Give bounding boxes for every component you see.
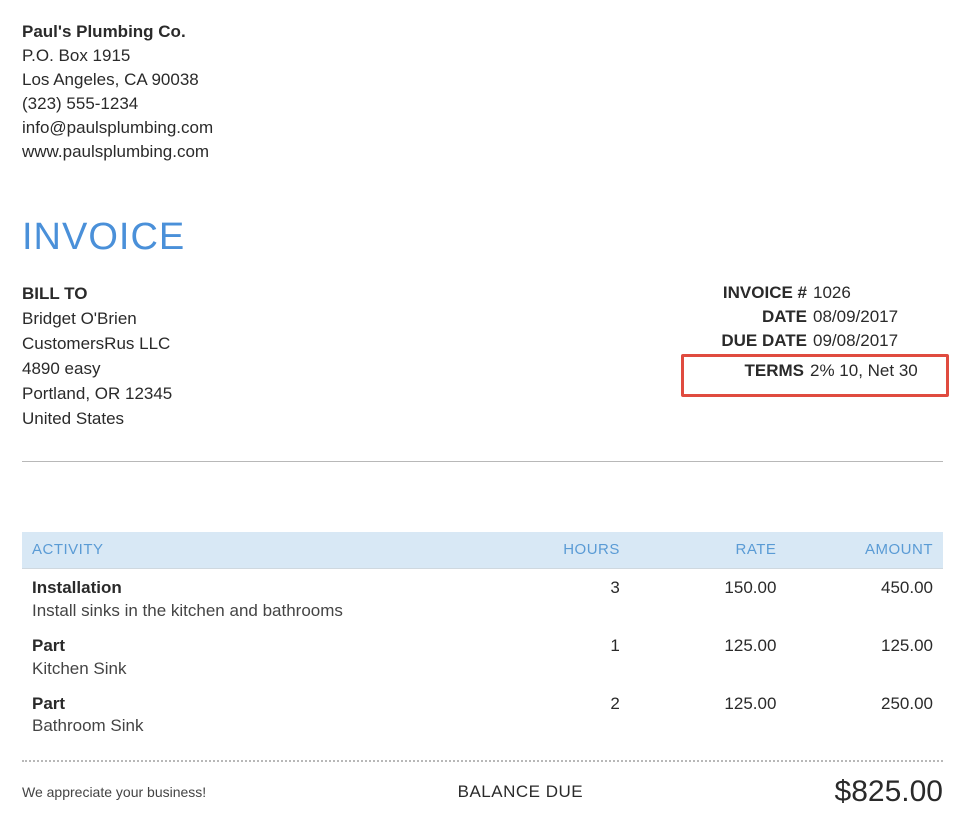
bill-to-block: BILL TO Bridget O'Brien CustomersRus LLC…: [22, 281, 172, 433]
item-title: Part: [32, 635, 491, 658]
item-hours: 2: [501, 685, 630, 743]
due-date: 09/08/2017: [813, 330, 943, 353]
bill-to-country: United States: [22, 408, 172, 431]
item-desc: Install sinks in the kitchen and bathroo…: [32, 600, 491, 623]
item-amount: 250.00: [786, 685, 943, 743]
item-activity: PartKitchen Sink: [22, 627, 501, 685]
company-address-2: Los Angeles, CA 90038: [22, 69, 943, 92]
due-date-label: DUE DATE: [693, 330, 813, 353]
item-title: Installation: [32, 577, 491, 600]
item-amount: 450.00: [786, 568, 943, 626]
invoice-number: 1026: [813, 282, 943, 305]
company-phone: (323) 555-1234: [22, 93, 943, 116]
balance-due-amount: $825.00: [835, 772, 943, 813]
table-row: PartKitchen Sink1125.00125.00: [22, 627, 943, 685]
item-title: Part: [32, 693, 491, 716]
item-activity: PartBathroom Sink: [22, 685, 501, 743]
item-activity: InstallationInstall sinks in the kitchen…: [22, 568, 501, 626]
item-rate: 150.00: [630, 568, 787, 626]
invoice-info-block: INVOICE # 1026 DATE 08/09/2017 DUE DATE …: [681, 281, 943, 433]
company-address-1: P.O. Box 1915: [22, 45, 943, 68]
company-email: info@paulsplumbing.com: [22, 117, 943, 140]
invoice-number-label: INVOICE #: [693, 282, 813, 305]
terms-label: TERMS: [690, 360, 810, 383]
balance-due-label: BALANCE DUE: [458, 781, 583, 804]
item-amount: 125.00: [786, 627, 943, 685]
bill-to-company: CustomersRus LLC: [22, 333, 172, 356]
invoice-date: 08/09/2017: [813, 306, 943, 329]
item-hours: 1: [501, 627, 630, 685]
col-amount: AMOUNT: [786, 532, 943, 569]
item-desc: Kitchen Sink: [32, 658, 491, 681]
item-rate: 125.00: [630, 627, 787, 685]
item-rate: 125.00: [630, 685, 787, 743]
col-hours: HOURS: [501, 532, 630, 569]
table-row: PartBathroom Sink2125.00250.00: [22, 685, 943, 743]
item-desc: Bathroom Sink: [32, 715, 491, 738]
bill-to-street: 4890 easy: [22, 358, 172, 381]
table-row: InstallationInstall sinks in the kitchen…: [22, 568, 943, 626]
company-name: Paul's Plumbing Co.: [22, 21, 943, 44]
invoice-title: INVOICE: [22, 212, 943, 263]
col-activity: ACTIVITY: [22, 532, 501, 569]
company-block: Paul's Plumbing Co. P.O. Box 1915 Los An…: [22, 21, 943, 164]
line-items-table: ACTIVITY HOURS RATE AMOUNT InstallationI…: [22, 532, 943, 743]
invoice-date-label: DATE: [693, 306, 813, 329]
footer-row: We appreciate your business! BALANCE DUE…: [22, 772, 943, 813]
thanks-message: We appreciate your business!: [22, 783, 206, 802]
terms-value: 2% 10, Net 30: [810, 360, 940, 383]
bill-to-label: BILL TO: [22, 283, 172, 306]
terms-highlight: TERMS 2% 10, Net 30: [681, 354, 949, 397]
bill-to-citystate: Portland, OR 12345: [22, 383, 172, 406]
item-hours: 3: [501, 568, 630, 626]
dotted-separator: [22, 760, 943, 762]
col-rate: RATE: [630, 532, 787, 569]
bill-to-name: Bridget O'Brien: [22, 308, 172, 331]
separator: [22, 461, 943, 462]
company-web: www.paulsplumbing.com: [22, 141, 943, 164]
